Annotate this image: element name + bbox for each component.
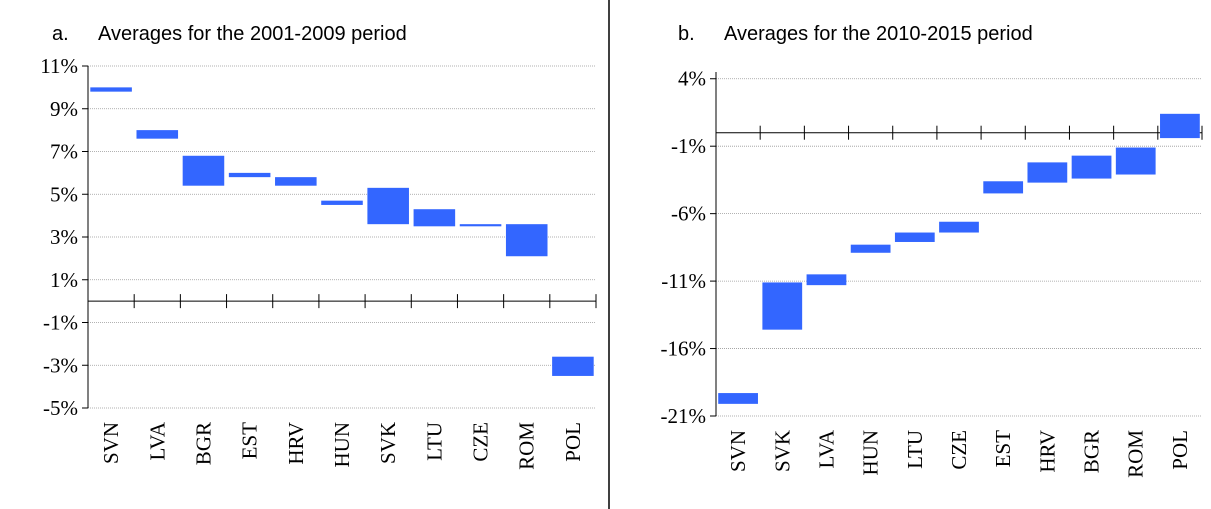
bar [1027, 162, 1068, 183]
bar [459, 224, 502, 227]
x-tick-label: EST [991, 430, 1015, 468]
x-tick-label: CZE [947, 430, 971, 470]
bar [1071, 155, 1112, 179]
bar [939, 221, 979, 233]
bar [894, 232, 935, 242]
y-tick-label: 7% [50, 140, 78, 164]
bar [367, 187, 409, 225]
bar [1160, 113, 1200, 139]
x-tick-label: EST [238, 422, 262, 460]
x-tick-label: BGR [1080, 430, 1104, 473]
x-tick-label: SVN [726, 430, 750, 472]
x-tick-label: ROM [515, 422, 539, 470]
x-tick-label: HRV [1035, 430, 1059, 473]
bar [718, 393, 758, 404]
bar [806, 274, 847, 286]
x-tick-label: HUN [330, 422, 354, 468]
x-tick-label: HRV [284, 422, 308, 465]
y-tick-label: 9% [50, 97, 78, 121]
y-tick-label: -3% [43, 353, 78, 377]
x-tick-label: BGR [191, 422, 215, 465]
bar [850, 244, 891, 253]
y-tick-label: 4% [678, 67, 706, 91]
x-tick-label: LTU [903, 430, 927, 469]
bar [136, 130, 179, 139]
panel-label: b. [678, 23, 695, 45]
x-tick-label: ROM [1124, 430, 1148, 478]
bar [228, 172, 271, 178]
bar [1115, 147, 1156, 175]
x-tick-label: SVK [770, 430, 794, 472]
y-tick-label: -1% [43, 311, 78, 335]
y-tick-label: 1% [50, 268, 78, 292]
bar [90, 87, 132, 92]
y-tick-label: 5% [50, 182, 78, 206]
x-tick-label: LVA [814, 429, 838, 468]
y-tick-label: -21% [661, 404, 707, 428]
x-tick-label: HUN [859, 430, 883, 476]
y-tick-label: 3% [50, 225, 78, 249]
y-tick-label: -16% [661, 337, 707, 361]
bar [983, 181, 1024, 194]
bar [182, 155, 225, 186]
x-tick-label: LTU [422, 422, 446, 461]
y-tick-label: -6% [671, 202, 706, 226]
x-tick-label: CZE [469, 422, 493, 462]
x-tick-label: SVN [99, 422, 123, 464]
bar [552, 356, 594, 376]
x-tick-label: SVK [376, 422, 400, 464]
x-tick-label: LVA [145, 421, 169, 460]
y-tick-label: 11% [40, 54, 78, 78]
panel-label: a. [52, 23, 69, 45]
x-tick-label: POL [1168, 430, 1192, 470]
y-tick-label: -1% [671, 134, 706, 158]
bar [505, 224, 548, 257]
chart-title: Averages for the 2001-2009 period [98, 23, 407, 45]
bar [321, 200, 363, 205]
chart-title: Averages for the 2010-2015 period [724, 23, 1033, 45]
bar [413, 209, 456, 227]
y-tick-label: -5% [43, 396, 78, 420]
x-tick-label: POL [561, 422, 585, 462]
y-tick-label: -11% [661, 269, 706, 293]
bar [275, 177, 317, 186]
bar [762, 282, 803, 330]
